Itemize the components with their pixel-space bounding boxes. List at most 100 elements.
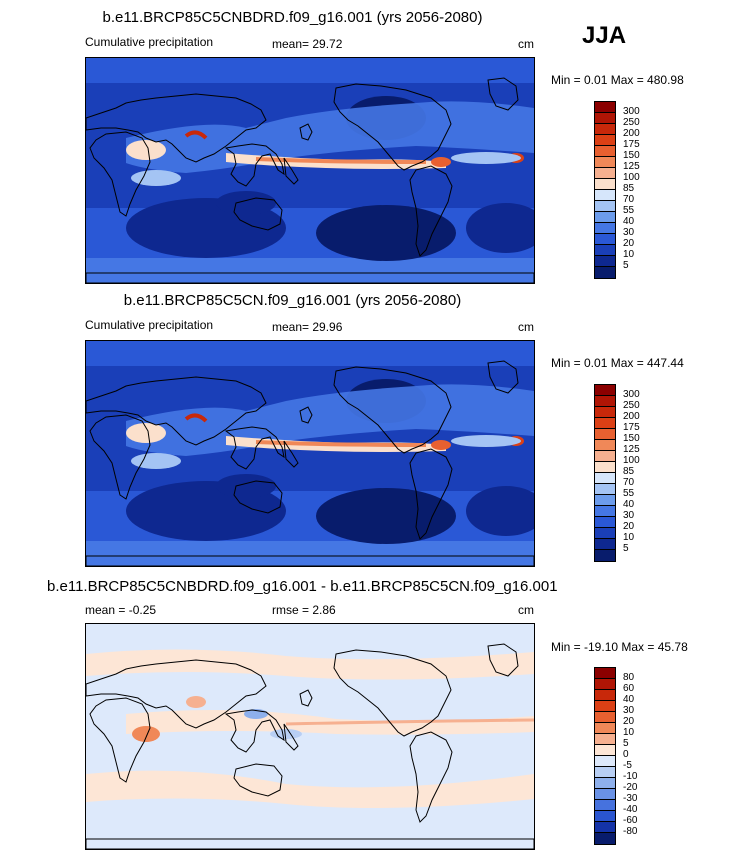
- colorbar-swatch: [595, 256, 615, 267]
- colorbar-swatch: [595, 495, 615, 506]
- colorbar-swatch: [595, 712, 615, 723]
- colorbar-swatch: [595, 245, 615, 256]
- colorbar-swatch: [595, 168, 615, 179]
- colorbar-swatch: [595, 212, 615, 223]
- colorbar-swatch: [595, 190, 615, 201]
- colorbar-tick-label: -20: [623, 782, 638, 793]
- panel2-variable-label: Cumulative precipitation: [85, 318, 214, 332]
- colorbar-swatch: [595, 679, 615, 690]
- colorbar-swatch: [595, 800, 615, 811]
- colorbar-tick-label: 30: [623, 510, 635, 521]
- colorbar-swatch: [595, 822, 615, 833]
- colorbar-swatch: [595, 767, 615, 778]
- colorbar-tick-label: -40: [623, 804, 638, 815]
- colorbar-tick-label: 85: [623, 466, 635, 477]
- colorbar-swatch: [595, 723, 615, 734]
- colorbar-swatch: [595, 734, 615, 745]
- colorbar-swatch: [595, 690, 615, 701]
- colorbar-swatch: [595, 113, 615, 124]
- colorbar-tick-label: 175: [623, 422, 640, 433]
- colorbar-tick-label: 100: [623, 455, 640, 466]
- colorbar-swatch: [595, 440, 615, 451]
- colorbar-swatch: [595, 484, 615, 495]
- colorbar-swatch: [595, 550, 615, 561]
- colorbar-swatch: [595, 146, 615, 157]
- colorbar-tick-label: 250: [623, 400, 640, 411]
- colorbar-tick-label: -60: [623, 815, 638, 826]
- colorbar-swatch: [595, 506, 615, 517]
- panel1-mean: mean= 29.72: [272, 37, 343, 51]
- panel2-colorbar: [594, 384, 616, 562]
- panel1-variable-label: Cumulative precipitation: [85, 35, 214, 49]
- colorbar-swatch: [595, 473, 615, 484]
- panel1-units: cm: [518, 37, 534, 51]
- panel3-title: b.e11.BRCP85C5CNBDRD.f09_g16.001 - b.e11…: [47, 578, 558, 595]
- panel1-title: b.e11.BRCP85C5CNBDRD.f09_g16.001 (yrs 20…: [102, 9, 483, 26]
- colorbar-tick-label: 125: [623, 161, 640, 172]
- colorbar-tick-label: 30: [623, 705, 635, 716]
- colorbar-tick-label: 70: [623, 194, 635, 205]
- colorbar-swatch: [595, 201, 615, 212]
- colorbar-tick-label: 0: [623, 749, 629, 760]
- colorbar-tick-label: 10: [623, 727, 635, 738]
- colorbar-swatch: [595, 462, 615, 473]
- colorbar-tick-label: -5: [623, 760, 632, 771]
- colorbar-swatch: [595, 778, 615, 789]
- panel2-units: cm: [518, 320, 534, 334]
- panel1-colorbar: [594, 101, 616, 279]
- colorbar-tick-label: 40: [623, 216, 635, 227]
- colorbar-swatch: [595, 517, 615, 528]
- panel2-title: b.e11.BRCP85C5CN.f09_g16.001 (yrs 2056-2…: [123, 292, 462, 309]
- colorbar-swatch: [595, 135, 615, 146]
- colorbar-swatch: [595, 385, 615, 396]
- colorbar-tick-label: 20: [623, 238, 635, 249]
- panel3-minmax: Min = -19.10 Max = 45.78: [551, 640, 688, 654]
- colorbar-swatch: [595, 756, 615, 767]
- colorbar-tick-label: 250: [623, 117, 640, 128]
- colorbar-swatch: [595, 789, 615, 800]
- colorbar-tick-label: 55: [623, 488, 635, 499]
- colorbar-swatch: [595, 539, 615, 550]
- panel1-minmax: Min = 0.01 Max = 480.98: [551, 73, 684, 87]
- colorbar-tick-label: 5: [623, 260, 629, 271]
- colorbar-tick-label: 60: [623, 683, 635, 694]
- colorbar-tick-label: 20: [623, 521, 635, 532]
- colorbar-tick-label: 30: [623, 227, 635, 238]
- colorbar-swatch: [595, 451, 615, 462]
- colorbar-tick-label: 150: [623, 433, 640, 444]
- panel2-precip-map: [85, 340, 535, 567]
- colorbar-swatch: [595, 234, 615, 245]
- colorbar-tick-label: 200: [623, 128, 640, 139]
- colorbar-tick-label: 5: [623, 543, 629, 554]
- colorbar-tick-label: 100: [623, 172, 640, 183]
- colorbar-swatch: [595, 396, 615, 407]
- panel3-colorbar: [594, 667, 616, 845]
- colorbar-swatch: [595, 811, 615, 822]
- colorbar-swatch: [595, 179, 615, 190]
- colorbar-swatch: [595, 418, 615, 429]
- season-label: JJA: [582, 22, 627, 49]
- colorbar-tick-label: 40: [623, 694, 635, 705]
- colorbar-tick-label: -30: [623, 793, 638, 804]
- colorbar-tick-label: 10: [623, 249, 635, 260]
- panel3-rmse: rmse = 2.86: [272, 603, 336, 617]
- colorbar-swatch: [595, 223, 615, 234]
- panel2-mean: mean= 29.96: [272, 320, 343, 334]
- colorbar-swatch: [595, 124, 615, 135]
- colorbar-tick-label: 20: [623, 716, 635, 727]
- colorbar-swatch: [595, 528, 615, 539]
- colorbar-swatch: [595, 407, 615, 418]
- colorbar-tick-label: 175: [623, 139, 640, 150]
- panel3-units: cm: [518, 603, 534, 617]
- colorbar-tick-label: 300: [623, 389, 640, 400]
- colorbar-swatch: [595, 701, 615, 712]
- colorbar-swatch: [595, 668, 615, 679]
- colorbar-swatch: [595, 102, 615, 113]
- colorbar-tick-label: 40: [623, 499, 635, 510]
- colorbar-tick-label: 125: [623, 444, 640, 455]
- colorbar-swatch: [595, 157, 615, 168]
- panel1-precip-map: [85, 57, 535, 284]
- colorbar-tick-label: 200: [623, 411, 640, 422]
- panel2-minmax: Min = 0.01 Max = 447.44: [551, 356, 684, 370]
- colorbar-tick-label: 80: [623, 672, 635, 683]
